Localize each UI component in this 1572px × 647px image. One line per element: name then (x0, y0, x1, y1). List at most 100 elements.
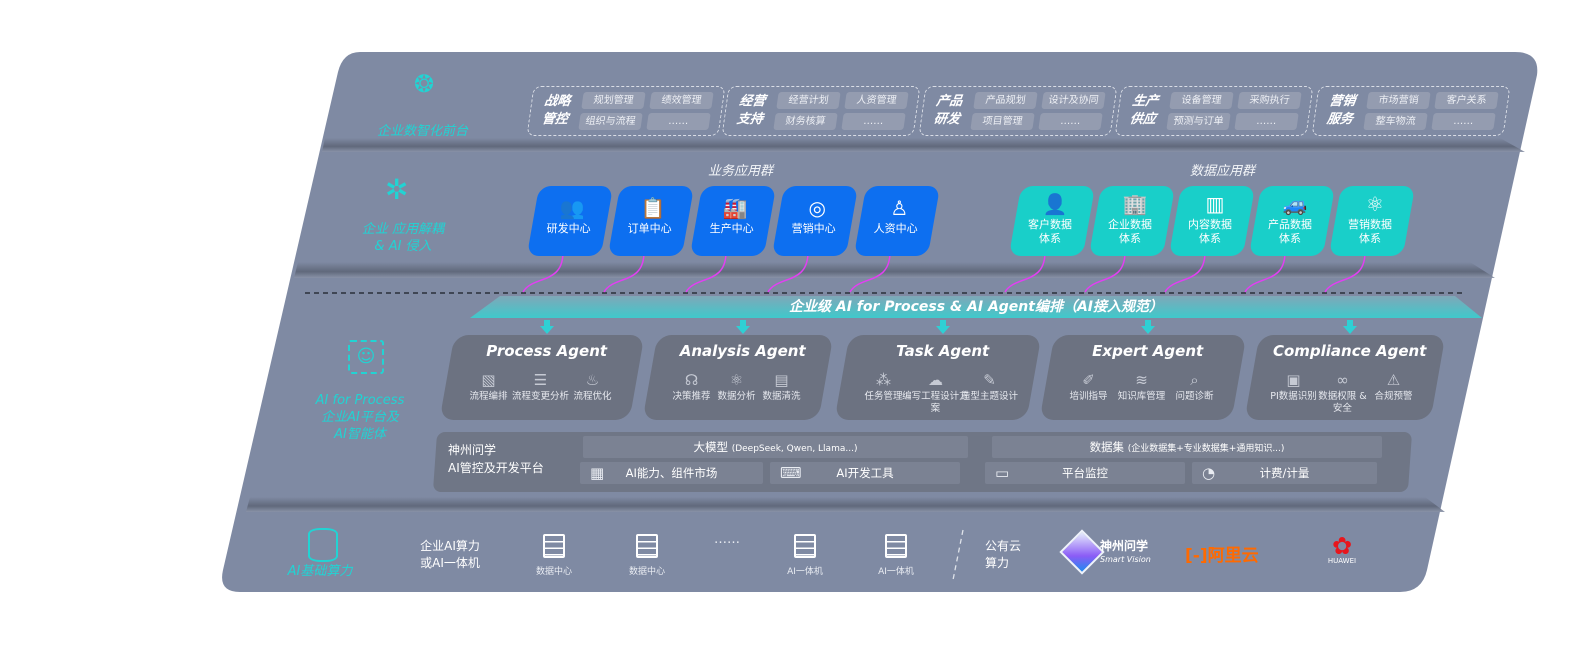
front-chip[interactable]: 财务核算 (773, 113, 838, 130)
market-icon: ▦ (590, 464, 605, 482)
connector-arrow (603, 251, 645, 293)
books-icon: ▥ (1205, 192, 1225, 216)
front-group-title-line1: 生产 (1131, 94, 1160, 109)
front-chip[interactable]: 整车物流 (1363, 113, 1428, 130)
platform-tool[interactable]: ⌨ AI开发工具 (770, 462, 960, 484)
molecule-icon: ✲ (385, 173, 409, 206)
agent-card[interactable]: Compliance Agent ▣ PI数据识别 ∞ 数据权限 & 安全 ⚠ 合规预警 (1244, 335, 1446, 420)
compute-item[interactable]: …… (697, 532, 757, 547)
data_apps-card[interactable]: 🏢 企业数据 体系 (1088, 186, 1176, 256)
front-chip[interactable]: …… (841, 113, 906, 130)
front-chip[interactable]: …… (646, 113, 711, 130)
platform-tool-label: AI能力、组件市场 (625, 466, 718, 480)
compute-item[interactable]: 数据中心 (524, 534, 584, 577)
front-group-title: 产品 研发 (932, 93, 964, 129)
front-group: 经营 支持 经营计划 人资管理 财务核算…… (721, 86, 921, 136)
front-chip[interactable]: 预测与订单 (1166, 113, 1231, 130)
agent-feature[interactable]: ⌕ 问题诊断 (1160, 369, 1230, 403)
data_apps-card[interactable]: ▥ 内容数据 体系 (1168, 186, 1256, 256)
clipboard-icon: 📋 (640, 196, 666, 220)
agent-title: Expert Agent (1092, 342, 1204, 360)
front-chip[interactable]: 绩效管理 (649, 92, 714, 109)
platform-tool[interactable]: ▭ 平台监控 (985, 462, 1185, 484)
card-label: 客户数据 体系 (1028, 218, 1073, 245)
agent-feature-label: 流程编排 (469, 391, 508, 402)
data_apps-card[interactable]: 🚙 产品数据 体系 (1248, 186, 1336, 256)
layer-apps-label: 企业 应用解耦 & AI 侵入 (343, 221, 463, 255)
agent-card[interactable]: Analysis Agent ☊ 决策推荐 ⚛ 数据分析 ▤ 数据清洗 (642, 335, 834, 420)
layer-ai-label: AI for Process 企业AI平台及 AI智能体 (300, 392, 420, 443)
connector-arrow (767, 251, 809, 293)
front-chip[interactable]: 采购执行 (1237, 92, 1302, 109)
private-compute-label-line1: 企业AI算力 (420, 539, 480, 553)
front-group-title-line1: 营销 (1328, 94, 1357, 109)
alert-icon: ⚠ (1386, 371, 1401, 389)
agent-feature-label: 数据清洗 (762, 391, 801, 402)
card-label: 产品数据 体系 (1268, 218, 1313, 245)
front-chip[interactable]: 产品规划 (973, 92, 1038, 109)
platform-tool[interactable]: ▦ AI能力、组件市场 (580, 462, 763, 484)
compute-item[interactable]: AI一体机 (866, 534, 926, 577)
business_apps-card[interactable]: 👥 研发中心 (526, 186, 614, 256)
connector-arrow (685, 251, 727, 293)
front-chip[interactable]: …… (1038, 113, 1103, 130)
connector-arrow (1164, 251, 1206, 293)
front-chip[interactable]: 设备管理 (1169, 92, 1234, 109)
monitor-icon: ▭ (995, 464, 1010, 482)
model-cell: 大模型 (DeepSeek, Qwen, Llama...) (583, 436, 968, 458)
front-chip[interactable]: 组织与流程 (578, 113, 643, 130)
platform-name-line2: AI管控及开发平台 (448, 461, 544, 475)
agent-feature-label: 问题诊断 (1175, 391, 1214, 402)
business_apps-card[interactable]: ◎ 营销中心 (771, 186, 859, 256)
front-chip[interactable]: …… (1431, 113, 1496, 130)
layer-ai-label-line1: AI for Process (315, 393, 405, 408)
front-group-title-line1: 战略 (543, 94, 572, 109)
front-chip[interactable]: 人资管理 (844, 92, 909, 109)
data_apps-card[interactable]: 👤 客户数据 体系 (1008, 186, 1096, 256)
front-chip[interactable]: …… (1234, 113, 1299, 130)
card-label: 营销中心 (791, 222, 836, 235)
users-icon: 👥 (559, 196, 585, 220)
server-icon (636, 534, 658, 558)
front-group-title-line2: 管控 (540, 112, 569, 127)
connector-arrow (1244, 251, 1286, 293)
ai-banner-label: 企业级 AI for Process & AI Agent编排（AI接入规范） (788, 299, 1164, 315)
platform-tool[interactable]: ◔ 计费/计量 (1192, 462, 1377, 484)
front-chip[interactable]: 设计及协同 (1041, 92, 1106, 109)
agent-feature[interactable]: ✎ 造型主题设计 (955, 369, 1025, 403)
agent-feature-label: 培训指导 (1069, 391, 1108, 402)
compute-item[interactable]: 数据中心 (617, 534, 677, 577)
front-chip[interactable]: 项目管理 (970, 113, 1035, 130)
agent-feature[interactable]: ♨ 流程优化 (558, 369, 628, 403)
business_apps-card[interactable]: ♙ 人资中心 (853, 186, 941, 256)
private-compute-label: 企业AI算力 或AI一体机 (410, 538, 490, 572)
compute-item[interactable]: AI一体机 (775, 534, 835, 577)
connector-arrow (849, 251, 891, 293)
connector-arrow (1084, 251, 1126, 293)
front-chip[interactable]: 市场营销 (1366, 92, 1431, 109)
business_apps-card[interactable]: 🏭 生产中心 (689, 186, 777, 256)
business_apps-card[interactable]: 📋 订单中心 (607, 186, 695, 256)
agent-feature[interactable]: ⚠ 合规预警 (1359, 369, 1429, 403)
dataset-note: (企业数据集+专业数据集+通用知识...) (1127, 444, 1285, 454)
data_apps-card[interactable]: ⚛ 营销数据 体系 (1328, 186, 1416, 256)
card-label: 营销数据 体系 (1348, 218, 1393, 245)
gauge-icon: ◔ (1202, 464, 1216, 482)
front-chip[interactable]: 规划管理 (581, 92, 646, 109)
layer-ai-label-line2: 企业AI平台及 (321, 410, 399, 425)
card-label: 订单中心 (627, 222, 672, 235)
agent-feature[interactable]: ▤ 数据清洗 (747, 369, 817, 403)
front-chip[interactable]: 客户关系 (1434, 92, 1499, 109)
compute-item-label: …… (714, 532, 740, 547)
layer-front-label: 企业数智化前台 (376, 124, 468, 139)
agent-card[interactable]: Process Agent ▧ 流程编排 ☰ 流程变更分析 ♨ 流程优化 (439, 335, 645, 420)
agent-card[interactable]: Expert Agent ✐ 培训指导 ≋ 知识库管理 ⌕ 问题诊断 (1039, 335, 1247, 420)
ai-banner (470, 296, 1482, 318)
data-apps-heading: 数据应用群 (1190, 164, 1256, 179)
front-chip[interactable]: 经营计划 (776, 92, 841, 109)
agent-feature-label: 任务管理 (864, 391, 903, 402)
agent-card[interactable]: Task Agent ⁂ 任务管理 ☁ 编写工程设计方案 ✎ 造型主题设计 (834, 335, 1042, 420)
card-label: 内容数据 体系 (1188, 218, 1233, 245)
front-group-title-line2: 服务 (1325, 112, 1354, 127)
connector-arrow (1004, 251, 1046, 293)
